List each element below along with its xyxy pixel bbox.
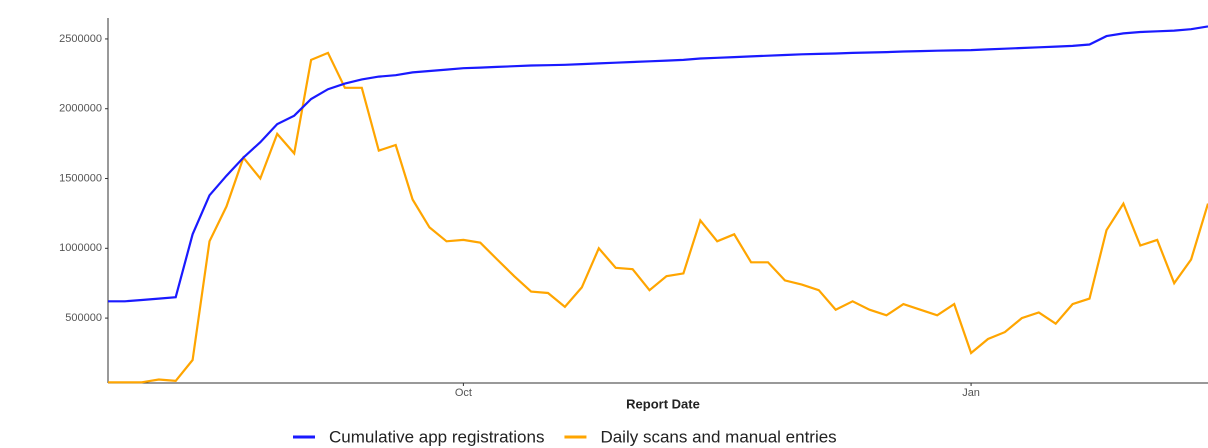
y-tick-label: 1000000	[59, 242, 102, 254]
x-tick-label: Jan	[962, 387, 980, 399]
legend-label: Daily scans and manual entries	[600, 427, 836, 446]
y-tick-label: 2500000	[59, 33, 102, 45]
y-tick-label: 500000	[65, 312, 102, 324]
x-axis-label: Report Date	[626, 396, 700, 411]
y-tick-label: 1500000	[59, 172, 102, 184]
y-tick-label: 2000000	[59, 103, 102, 115]
series-line	[108, 51, 1208, 384]
legend-label: Cumulative app registrations	[329, 427, 544, 446]
series-line	[108, 25, 1208, 303]
x-tick-label: Oct	[455, 387, 472, 399]
